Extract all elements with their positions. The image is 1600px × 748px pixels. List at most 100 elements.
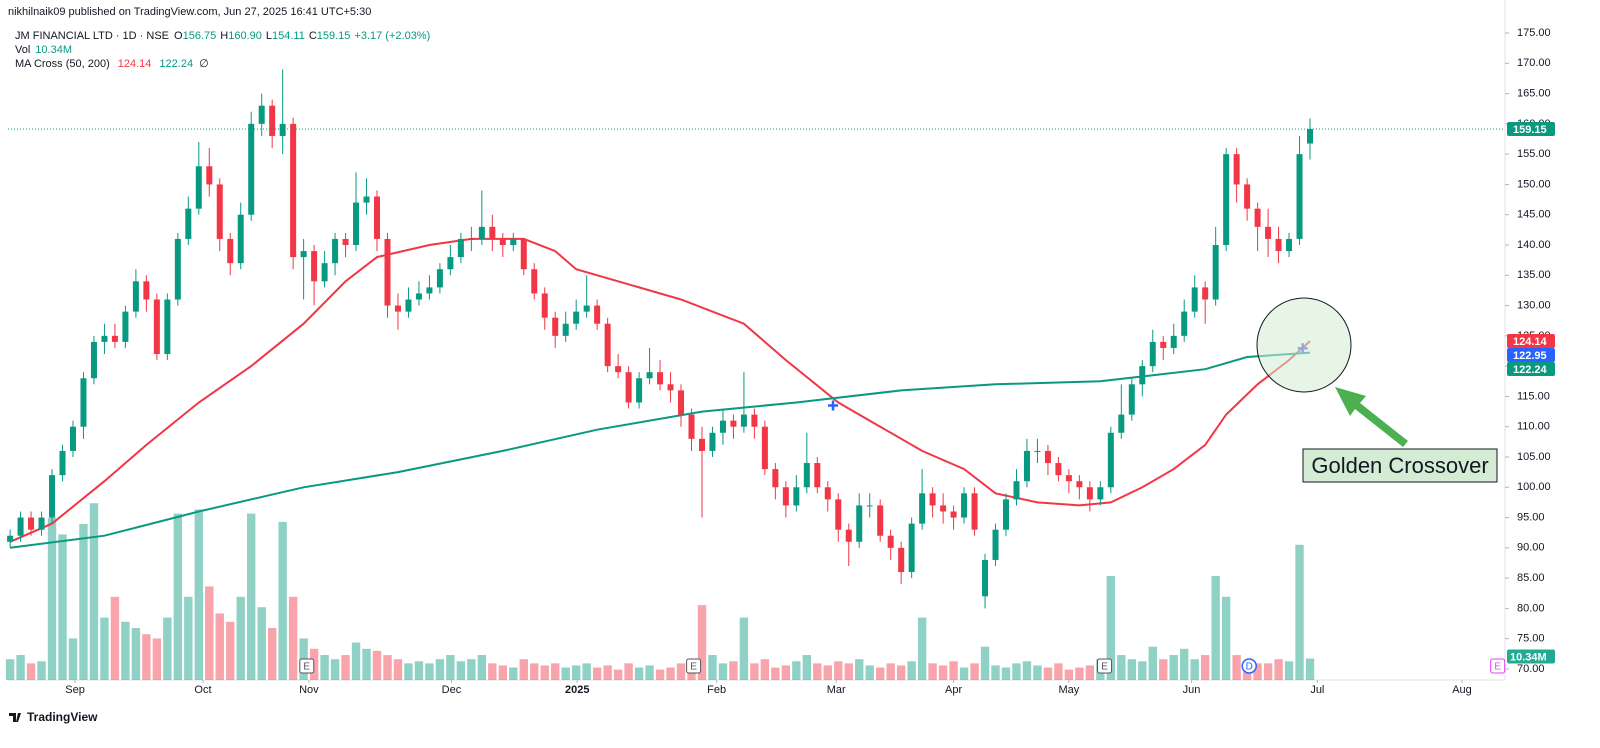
volume-bar <box>676 663 686 680</box>
legend-ohlc-value: 154.11 <box>272 30 305 42</box>
candle-body <box>1223 154 1230 245</box>
candle-body <box>122 311 129 342</box>
candle-body <box>478 226 485 239</box>
candle-body <box>1076 481 1083 488</box>
x-tick-label: Mar <box>827 684 846 696</box>
candle-body <box>772 469 779 488</box>
candle-body <box>216 184 223 239</box>
volume-bar <box>886 663 895 680</box>
y-tick-label: 155.00 <box>1517 148 1551 160</box>
volume-bar <box>771 667 780 680</box>
candle-body <box>541 293 548 318</box>
earnings-marker <box>299 658 315 674</box>
volume-bar <box>865 665 874 680</box>
legend-symbol: JM FINANCIAL LTD · 1D · NSE <box>15 30 169 42</box>
volume-bar <box>47 517 57 680</box>
volume-bar <box>750 663 759 680</box>
candle-body <box>615 366 622 373</box>
volume-bar <box>1075 667 1084 680</box>
y-tick-label: 135.00 <box>1517 269 1551 281</box>
candle-body <box>1265 226 1272 239</box>
volume-bar <box>917 617 927 680</box>
volume-bar <box>163 617 172 680</box>
volume-bar <box>1253 663 1262 680</box>
volume-bar <box>477 655 487 680</box>
legend-ohlc-label: C <box>309 30 317 42</box>
candle-body <box>1003 499 1009 530</box>
candle-body <box>646 372 653 379</box>
price-tag-label: 124.14 <box>1513 336 1548 348</box>
candle-body <box>38 517 45 530</box>
volume-bar <box>320 655 329 680</box>
candle-body <box>1286 238 1293 252</box>
volume-bar <box>184 596 193 680</box>
candle-body <box>583 305 590 312</box>
candle-body <box>49 475 56 518</box>
legend-line: Vol 10.34M <box>15 44 72 56</box>
volume-bar <box>110 596 120 680</box>
volume-bar <box>1274 659 1283 680</box>
candle-body <box>269 105 276 136</box>
legend-volume-name: Vol <box>15 44 30 56</box>
annotation-box <box>1302 448 1498 483</box>
candle-body <box>1086 487 1093 500</box>
volume-bar <box>226 621 235 680</box>
candle-body <box>961 493 968 518</box>
volume-bar <box>372 650 382 680</box>
y-tick-label: 100.00 <box>1517 481 1551 493</box>
candle-body <box>835 499 842 530</box>
candle-body <box>751 414 758 427</box>
tradingview-logo <box>9 713 21 722</box>
price-tag <box>1507 122 1555 137</box>
candle-body <box>1296 154 1303 239</box>
candle-body <box>866 505 873 507</box>
event-label: E <box>1494 662 1501 673</box>
y-tick-label: 140.00 <box>1517 239 1551 251</box>
volume-bar <box>1127 659 1136 680</box>
y-tick-label: 145.00 <box>1517 209 1551 221</box>
candle-body <box>1181 311 1188 336</box>
volume-bar <box>1022 661 1032 680</box>
legend-ohlc-value: 156.75 <box>183 30 217 42</box>
volume-bar <box>1033 665 1042 680</box>
candle-body <box>824 487 831 500</box>
candle-body <box>877 505 884 536</box>
candle-body <box>688 414 695 439</box>
volume-bar <box>288 596 298 680</box>
x-tick-label: Jul <box>1310 684 1324 696</box>
candle-body <box>153 299 160 355</box>
candle-body <box>90 341 97 379</box>
legend-ohlc-label: H <box>220 30 228 42</box>
y-tick-label: 80.00 <box>1517 602 1545 614</box>
candle-body <box>237 214 244 264</box>
volume-bar <box>247 513 256 680</box>
candle-body <box>195 166 202 209</box>
candle-body <box>290 123 297 258</box>
candle-body <box>17 517 24 536</box>
candle-body <box>384 238 391 306</box>
candle-body <box>1307 129 1314 144</box>
event-label: D <box>1246 662 1253 673</box>
x-tick-label: Jun <box>1183 684 1201 696</box>
candle-body <box>1118 414 1125 433</box>
candle-body <box>80 378 87 427</box>
volume-bar <box>236 596 245 680</box>
candle-body <box>1160 341 1167 348</box>
volume-bar <box>446 655 455 680</box>
event-label: E <box>303 662 310 673</box>
volume-bar <box>456 661 466 680</box>
candle-body <box>1233 154 1240 185</box>
price-tag <box>1507 334 1555 349</box>
footer-brand: TradingView <box>27 710 98 724</box>
candle-body <box>761 426 768 470</box>
candle-body <box>59 450 66 476</box>
price-tag <box>1507 362 1555 377</box>
volume-bar <box>393 659 403 680</box>
volume-bar <box>645 665 654 680</box>
candle-body <box>982 559 989 597</box>
volume-bar <box>404 663 413 680</box>
volume-bar <box>488 663 497 680</box>
candle-body <box>258 105 265 124</box>
legend-ohlc-value: 160.90 <box>228 30 262 42</box>
volume-bar <box>330 659 340 680</box>
